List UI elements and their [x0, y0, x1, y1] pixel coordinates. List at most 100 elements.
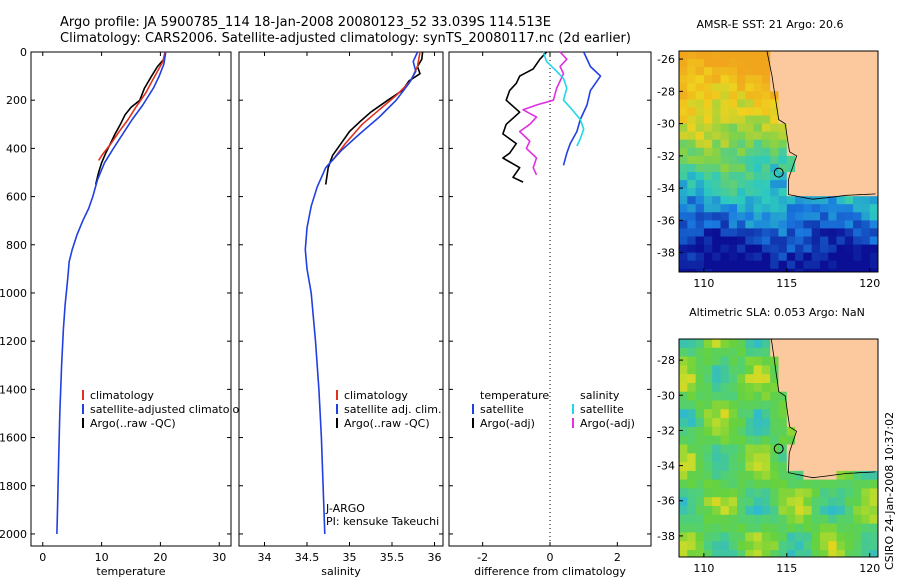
map-cell [703, 400, 713, 410]
map-cell [753, 252, 763, 262]
map-cell [761, 514, 771, 525]
map-cell [687, 212, 697, 221]
map-cell [761, 252, 771, 262]
map-cell [695, 435, 705, 446]
legend-label: climatology [344, 389, 408, 402]
map-cell [753, 172, 763, 181]
map-cell [795, 453, 804, 463]
map-cell [786, 541, 796, 551]
map-cell [695, 252, 705, 262]
map-cell [820, 418, 829, 428]
map-cell [720, 75, 730, 84]
map-cell [820, 506, 829, 516]
map-cell [728, 228, 738, 238]
map-cell [695, 383, 705, 393]
map-cell [861, 212, 871, 221]
map-cell [770, 220, 780, 230]
map-cell [695, 268, 705, 272]
map-cell [728, 506, 738, 516]
map-cell [712, 365, 722, 375]
map-cell [761, 107, 771, 117]
map-cell [820, 347, 829, 358]
map-cell [845, 559, 854, 568]
map-cell [795, 418, 804, 428]
map-cell [695, 400, 705, 410]
map-cell [679, 523, 688, 533]
map-cell [737, 268, 746, 272]
map-cell [679, 260, 688, 270]
map-cell [861, 107, 871, 117]
map-cell [687, 506, 697, 516]
map-cell [795, 391, 804, 402]
map-cell [795, 236, 804, 246]
map-cell [778, 155, 788, 165]
map-cell [828, 339, 838, 349]
map-cell [770, 115, 780, 125]
map-cell [737, 365, 746, 375]
map-cell [786, 470, 796, 481]
map-cell [853, 59, 862, 68]
map-cell [703, 115, 713, 125]
map-cell [861, 99, 871, 109]
map-cell [737, 391, 746, 402]
map-cell [712, 51, 722, 60]
map-cell [820, 107, 829, 117]
map-cell [778, 391, 788, 402]
map-cell [679, 339, 688, 349]
map-cell [687, 550, 697, 557]
map-cell [836, 188, 846, 197]
map-cell [761, 115, 771, 125]
map-cell [869, 196, 878, 205]
map-cell [811, 139, 821, 149]
map-cell [811, 163, 821, 173]
map-cell [761, 180, 771, 189]
map-cell [861, 172, 871, 181]
map-cell [844, 204, 854, 213]
map-cell [836, 391, 846, 402]
map-cell [737, 252, 746, 262]
map-cell [795, 532, 804, 542]
map-cell [695, 228, 705, 238]
map-cell [728, 115, 738, 125]
map-cell [687, 383, 697, 393]
map-cell [778, 67, 788, 76]
map-cell [687, 188, 697, 197]
map-cell [811, 268, 821, 272]
map-cell [687, 453, 697, 463]
map-cell [836, 131, 846, 141]
legend-label: satellite [480, 403, 524, 416]
map-cell [679, 277, 688, 286]
map-cell [861, 462, 871, 472]
map-cell [803, 400, 813, 410]
map-cell [844, 391, 854, 402]
map-cell [753, 426, 763, 437]
map-cell [844, 115, 854, 125]
map-cell [861, 155, 871, 165]
map-cell [844, 444, 854, 454]
coastline [766, 51, 876, 200]
map-cell [720, 462, 730, 472]
map-cell [679, 400, 688, 410]
map-cell [795, 356, 804, 366]
map-cell [679, 462, 688, 472]
map-cell [811, 99, 821, 109]
map-cell [786, 244, 796, 254]
map-cell [828, 155, 838, 165]
map-cell [745, 365, 755, 375]
map-cell [761, 139, 771, 149]
map-cell [836, 339, 846, 349]
map-cell [761, 147, 771, 157]
map-cell [703, 139, 713, 149]
map-cell [770, 400, 780, 410]
map-cell [778, 99, 788, 109]
map-cell [753, 180, 763, 189]
map-cell [828, 204, 838, 213]
map-cell [728, 550, 738, 557]
map-cell [737, 172, 746, 181]
map-cell [836, 470, 846, 481]
map-cell [869, 204, 878, 213]
map-cell [745, 339, 755, 349]
map-cell [712, 383, 722, 393]
map-cell [803, 462, 813, 472]
map-cell [737, 356, 746, 366]
